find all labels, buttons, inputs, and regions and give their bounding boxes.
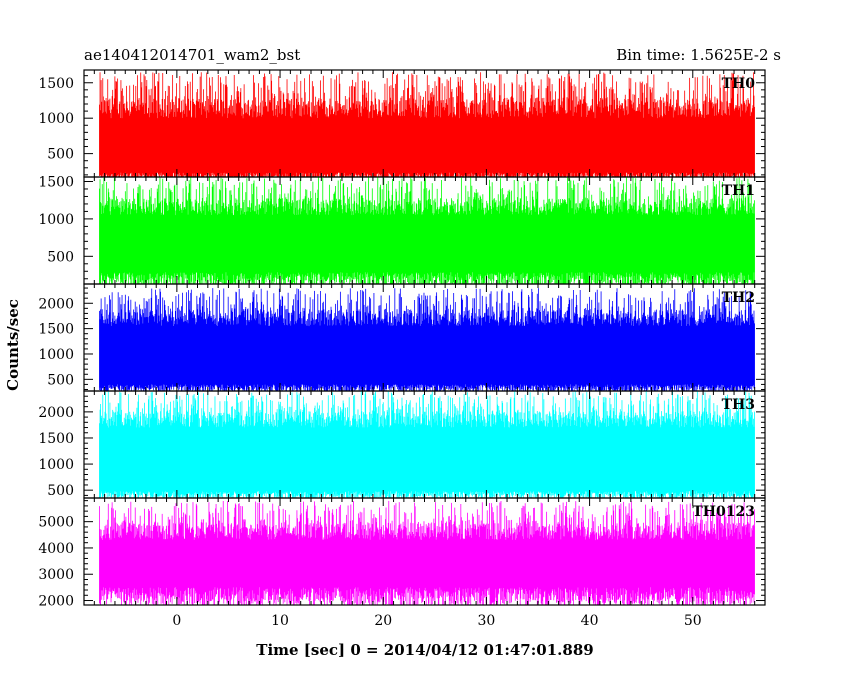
panel-th3: 500 1000 1500 2000 TH3 [38, 390, 766, 499]
y-tick-label: 1500 [38, 76, 74, 92]
bin-time-label: Bin time: 1.5625E-2 s [616, 46, 781, 64]
y-tick-label: 500 [47, 483, 74, 499]
y-ticks [84, 75, 765, 176]
series-th0 [99, 72, 755, 177]
y-tick-label: 4000 [38, 541, 74, 557]
panel-label: TH2 [722, 290, 755, 306]
x-tick-label: 10 [271, 613, 289, 629]
x-tick-label: 20 [374, 613, 392, 629]
panel-label: TH0 [722, 76, 756, 92]
panel-label: TH3 [722, 397, 755, 413]
y-tick-label: 1000 [38, 347, 74, 363]
x-ticks [83, 177, 766, 284]
x-tick-label: 40 [581, 613, 599, 629]
y-tick-label: 2000 [38, 405, 74, 421]
y-tick-label: 1000 [38, 111, 74, 127]
x-ticks [83, 284, 766, 391]
x-tick-label: 0 [172, 613, 181, 629]
y-tick-label: 1500 [38, 174, 74, 190]
y-tick-label: 500 [47, 147, 74, 163]
y-tick-label: 1000 [38, 212, 74, 228]
x-ticks [83, 391, 766, 498]
y-tick-label: 1000 [38, 457, 74, 473]
panel-label: TH1 [722, 183, 755, 199]
series-th3 [99, 391, 755, 498]
y-ticks [84, 390, 765, 496]
y-tick-label: 500 [47, 249, 74, 265]
y-tick-label: 1500 [38, 322, 74, 338]
y-ticks [84, 287, 765, 390]
x-tick-labels: 0 10 20 30 40 50 [172, 613, 701, 629]
x-axis-label: Time [sec] 0 = 2014/04/12 01:47:01.889 [256, 641, 593, 659]
y-tick-label: 2000 [38, 296, 74, 312]
y-ticks [84, 500, 765, 602]
panel-th2: 500 1000 1500 2000 TH2 [38, 283, 766, 392]
y-tick-label: 5000 [38, 515, 74, 531]
panel-label: TH0123 [692, 504, 755, 520]
y-ticks [84, 180, 765, 280]
series-th0123 [99, 500, 755, 605]
y-tick-label: 1500 [38, 431, 74, 447]
y-tick-label: 3000 [38, 567, 74, 583]
x-tick-label: 50 [684, 613, 702, 629]
panels-group: 500 1000 1500 TH0 500 1000 1500 TH1 500 1000 1500 2… [38, 69, 766, 610]
panel-th0123: 2000 3000 4000 5000 TH0123 [38, 497, 766, 610]
x-ticks [83, 498, 766, 605]
series-th2 [99, 288, 755, 391]
x-tick-label: 30 [477, 613, 495, 629]
panel-th1: 500 1000 1500 TH1 [38, 174, 766, 285]
series-th1 [99, 177, 755, 284]
y-tick-label: 2000 [38, 594, 74, 610]
panel-th0: 500 1000 1500 TH0 [38, 69, 766, 178]
y-axis-label: Counts/sec [4, 299, 22, 391]
chart-title: ae140412014701_wam2_bst [84, 46, 300, 64]
x-ticks [83, 70, 766, 177]
y-tick-label: 500 [47, 372, 74, 388]
